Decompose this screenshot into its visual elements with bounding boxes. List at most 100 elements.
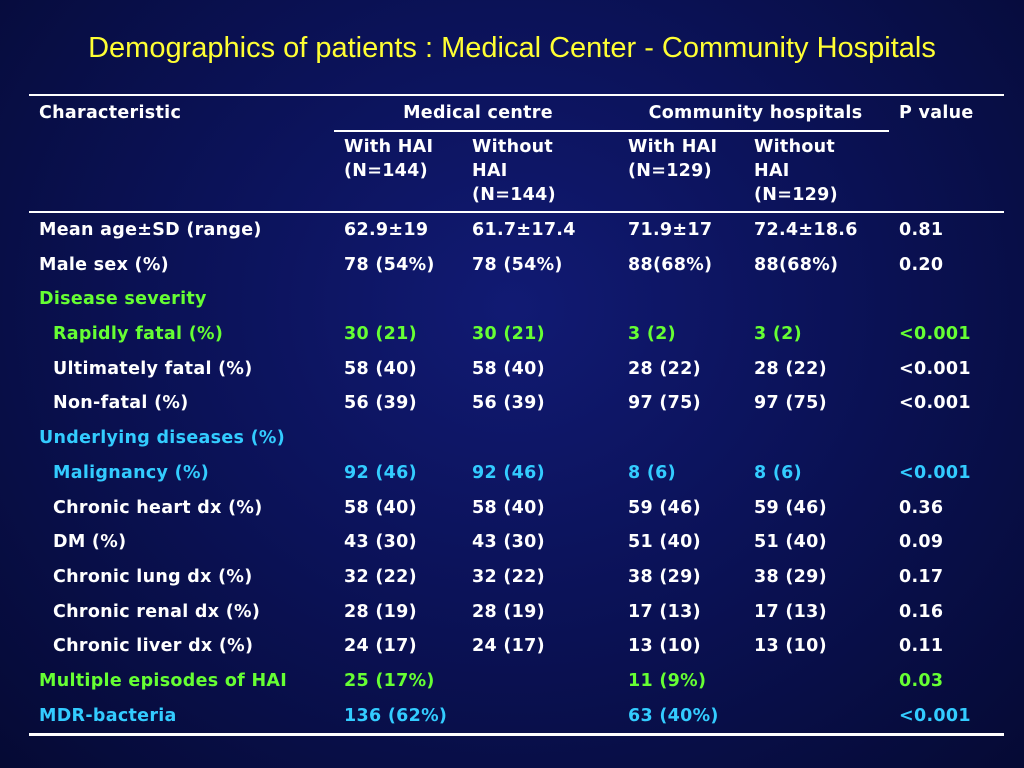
section-heading: Disease severity [39,289,207,310]
cell-ch-with: 59 (46) [628,497,701,518]
table-row: Malignancy (%) 92 (46) 92 (46) 8 (6) 8 (… [29,456,1004,491]
row-label: Mean age±SD (range) [29,211,334,248]
table-row: Rapidly fatal (%) 30 (21) 30 (21) 3 (2) … [29,317,1004,352]
header-community-hospitals: Community hospitals [648,103,863,123]
cell-mc-without: 56 (39) [472,393,545,414]
slide-title: Demographics of patients : Medical Cente… [88,32,936,64]
cell-ch-without: 72.4±18.6 [744,211,889,248]
cell-mc-with: 56 (39) [344,393,417,414]
row-label: Chronic heart dx (%) [53,497,263,518]
cell-ch-with: 63 (40%) [618,698,889,737]
cell-mc-with: 58 (40) [344,497,417,518]
section-heading: Underlying diseases (%) [39,428,286,449]
cell-p-value: 0.17 [899,566,944,587]
cell-mc-with: 25 (17%) [344,670,435,691]
cell-ch-without: 8 (6) [754,462,802,483]
header-row-1: Characteristic Medical centre Community … [29,96,1004,131]
header-mc-without-hai: Without HAI (N=144) [462,130,618,212]
cell-mc-with: 62.9±19 [334,211,462,248]
row-label: Rapidly fatal (%) [53,324,224,345]
header-ch-with-hai-line1: With HAI [628,137,718,157]
header-characteristic: Characteristic [39,103,182,123]
row-label: Chronic renal dx (%) [53,601,261,622]
cell-p-value: <0.001 [899,462,971,483]
cell-p-value: 0.09 [899,532,944,553]
header-p-value: P value [899,103,974,123]
header-mc-without-hai-line1: Without [472,137,554,157]
cell-mc-without: 78 (54%) [472,254,563,275]
table-row: Multiple episodes of HAI 25 (17%) 11 (9%… [29,664,1004,699]
section-heading-row: Underlying diseases (%) [29,421,1004,456]
cell-mc-with: 92 (46) [344,462,417,483]
table-row: Chronic renal dx (%) 28 (19) 28 (19) 17 … [29,595,1004,630]
header-ch-without-hai: Without HAI (N=129) [744,130,889,212]
header-mc-without-hai-line3: (N=144) [472,185,556,205]
cell-mc-with: 136 (62%) [334,698,618,737]
cell-ch-without: 13 (10) [754,636,827,657]
header-ch-without-hai-line2: HAI [754,161,790,181]
table-row: Non-fatal (%) 56 (39) 56 (39) 97 (75) 97… [29,386,1004,421]
cell-mc-without: 58 (40) [472,497,545,518]
row-label: Ultimately fatal (%) [53,358,253,379]
cell-ch-with: 88(68%) [628,254,713,275]
header-mc-with-hai: With HAI (N=144) [334,130,462,212]
cell-mc-without: 92 (46) [472,462,545,483]
row-label: MDR-bacteria [29,698,334,737]
cell-ch-without: 97 (75) [754,393,827,414]
table-row: Chronic heart dx (%) 58 (40) 58 (40) 59 … [29,491,1004,526]
header-row-2: With HAI (N=144) Without HAI (N=144) Wit… [29,130,1004,212]
cell-mc-with: 28 (19) [344,601,417,622]
table-row: Ultimately fatal (%) 58 (40) 58 (40) 28 … [29,352,1004,387]
cell-ch-without: 88(68%) [754,254,839,275]
cell-ch-with: 51 (40) [628,532,701,553]
header-mc-with-hai-line2: (N=144) [344,161,428,181]
cell-ch-with: 38 (29) [628,566,701,587]
header-mc-with-hai-line1: With HAI [344,137,434,157]
cell-mc-with: 24 (17) [344,636,417,657]
cell-p-value: <0.001 [899,393,971,414]
cell-p-value: <0.001 [889,698,1004,737]
cell-ch-with: 8 (6) [628,462,676,483]
cell-p-value: <0.001 [899,358,971,379]
cell-ch-without: 17 (13) [754,601,827,622]
header-medical-centre: Medical centre [403,103,553,123]
header-ch-with-hai-line2: (N=129) [628,161,712,181]
cell-p-value: 0.81 [889,211,1004,248]
row-label: Male sex (%) [39,254,169,275]
cell-mc-without: 32 (22) [472,566,545,587]
cell-mc-without: 61.7±17.4 [462,211,618,248]
row-label: Multiple episodes of HAI [39,670,288,691]
cell-mc-without: 24 (17) [472,636,545,657]
cell-mc-with: 58 (40) [344,358,417,379]
cell-p-value: 0.03 [899,670,944,691]
row-label: DM (%) [53,532,127,553]
row-label: Chronic liver dx (%) [53,636,254,657]
cell-mc-without: 28 (19) [472,601,545,622]
cell-mc-with: 78 (54%) [344,254,435,275]
cell-mc-with: 30 (21) [344,324,417,345]
row-label: Chronic lung dx (%) [53,566,253,587]
cell-mc-without: 43 (30) [472,532,545,553]
cell-mc-with: 43 (30) [344,532,417,553]
cell-ch-with: 71.9±17 [618,211,744,248]
cell-ch-without: 59 (46) [754,497,827,518]
cell-mc-with: 32 (22) [344,566,417,587]
cell-p-value: 0.11 [899,636,944,657]
cell-ch-with: 28 (22) [628,358,701,379]
header-ch-with-hai: With HAI (N=129) [618,130,744,212]
cell-ch-without: 51 (40) [754,532,827,553]
table-row: DM (%) 43 (30) 43 (30) 51 (40) 51 (40) 0… [29,525,1004,560]
table-row: Male sex (%) 78 (54%) 78 (54%) 88(68%) 8… [29,248,1004,283]
row-label: Malignancy (%) [53,462,210,483]
cell-mc-without: 30 (21) [472,324,545,345]
cell-ch-with: 13 (10) [628,636,701,657]
cell-ch-with: 17 (13) [628,601,701,622]
cell-ch-without: 3 (2) [754,324,802,345]
cell-p-value: 0.16 [899,601,944,622]
cell-ch-without: 28 (22) [754,358,827,379]
cell-p-value: 0.20 [899,254,944,275]
cell-p-value: <0.001 [899,324,971,345]
header-mc-without-hai-line2: HAI [472,161,508,181]
cell-ch-with: 11 (9%) [628,670,707,691]
header-ch-without-hai-line1: Without [754,137,836,157]
